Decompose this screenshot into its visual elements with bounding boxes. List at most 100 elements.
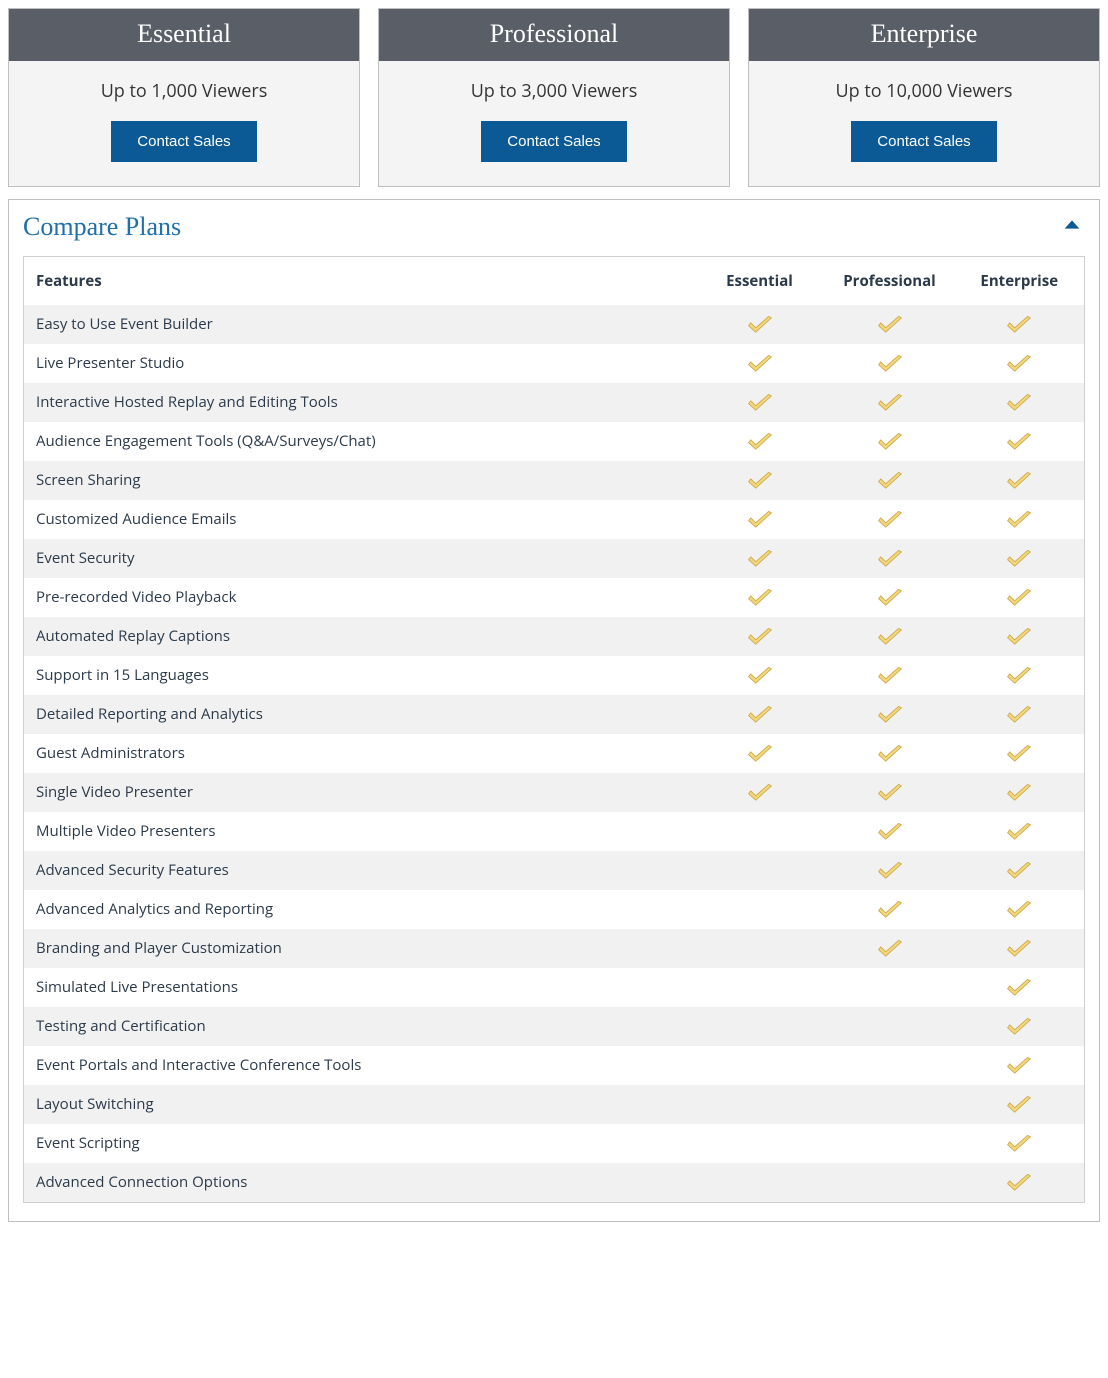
feature-cell bbox=[955, 383, 1085, 422]
check-icon bbox=[875, 432, 905, 452]
table-row: Branding and Player Customization bbox=[24, 929, 1085, 968]
feature-cell bbox=[955, 344, 1085, 383]
feature-cell bbox=[695, 578, 825, 617]
check-icon bbox=[745, 627, 775, 647]
feature-label: Event Scripting bbox=[24, 1124, 695, 1163]
table-row: Customized Audience Emails bbox=[24, 500, 1085, 539]
feature-cell bbox=[695, 344, 825, 383]
feature-cell bbox=[825, 305, 955, 344]
feature-cell bbox=[695, 734, 825, 773]
feature-cell bbox=[825, 929, 955, 968]
feature-label: Automated Replay Captions bbox=[24, 617, 695, 656]
check-icon bbox=[875, 471, 905, 491]
feature-cell bbox=[825, 1046, 955, 1085]
table-row: Interactive Hosted Replay and Editing To… bbox=[24, 383, 1085, 422]
check-icon bbox=[1004, 1095, 1034, 1115]
feature-cell bbox=[955, 305, 1085, 344]
feature-label: Branding and Player Customization bbox=[24, 929, 695, 968]
col-essential: Essential bbox=[695, 257, 825, 306]
table-row: Testing and Certification bbox=[24, 1007, 1085, 1046]
feature-cell bbox=[695, 929, 825, 968]
feature-cell bbox=[695, 1085, 825, 1124]
collapse-icon[interactable] bbox=[1061, 214, 1083, 236]
check-icon bbox=[1004, 1056, 1034, 1076]
plan-title: Professional bbox=[379, 9, 729, 61]
feature-cell bbox=[825, 812, 955, 851]
contact-sales-button[interactable]: Contact Sales bbox=[481, 121, 626, 162]
feature-cell bbox=[695, 968, 825, 1007]
contact-sales-button[interactable]: Contact Sales bbox=[851, 121, 996, 162]
check-icon bbox=[1004, 627, 1034, 647]
table-row: Automated Replay Captions bbox=[24, 617, 1085, 656]
feature-label: Pre-recorded Video Playback bbox=[24, 578, 695, 617]
check-icon bbox=[745, 588, 775, 608]
check-icon bbox=[1004, 822, 1034, 842]
check-icon bbox=[745, 783, 775, 803]
feature-cell bbox=[955, 617, 1085, 656]
check-icon bbox=[1004, 354, 1034, 374]
check-icon bbox=[875, 549, 905, 569]
feature-cell bbox=[825, 539, 955, 578]
features-table: Features Essential Professional Enterpri… bbox=[23, 256, 1085, 1203]
col-features: Features bbox=[24, 257, 695, 306]
check-icon bbox=[875, 744, 905, 764]
table-row: Event Portals and Interactive Conference… bbox=[24, 1046, 1085, 1085]
check-icon bbox=[875, 627, 905, 647]
feature-label: Screen Sharing bbox=[24, 461, 695, 500]
feature-cell bbox=[695, 1163, 825, 1202]
check-icon bbox=[875, 588, 905, 608]
feature-cell bbox=[695, 695, 825, 734]
plan-subtitle: Up to 3,000 Viewers bbox=[389, 79, 719, 103]
feature-label: Customized Audience Emails bbox=[24, 500, 695, 539]
feature-cell bbox=[825, 656, 955, 695]
check-icon bbox=[875, 666, 905, 686]
feature-label: Easy to Use Event Builder bbox=[24, 305, 695, 344]
check-icon bbox=[875, 510, 905, 530]
feature-cell bbox=[825, 500, 955, 539]
check-icon bbox=[875, 705, 905, 725]
check-icon bbox=[1004, 705, 1034, 725]
check-icon bbox=[1004, 510, 1034, 530]
table-row: Audience Engagement Tools (Q&A/Surveys/C… bbox=[24, 422, 1085, 461]
check-icon bbox=[745, 393, 775, 413]
feature-label: Advanced Security Features bbox=[24, 851, 695, 890]
feature-label: Event Security bbox=[24, 539, 695, 578]
check-icon bbox=[875, 822, 905, 842]
check-icon bbox=[1004, 783, 1034, 803]
check-icon bbox=[1004, 1017, 1034, 1037]
feature-cell bbox=[825, 617, 955, 656]
check-icon bbox=[875, 939, 905, 959]
feature-cell bbox=[955, 1007, 1085, 1046]
feature-cell bbox=[825, 344, 955, 383]
feature-label: Multiple Video Presenters bbox=[24, 812, 695, 851]
compare-title: Compare Plans bbox=[23, 212, 1085, 242]
check-icon bbox=[745, 666, 775, 686]
feature-label: Advanced Connection Options bbox=[24, 1163, 695, 1202]
feature-cell bbox=[955, 500, 1085, 539]
plan-body: Up to 3,000 Viewers Contact Sales bbox=[379, 61, 729, 186]
table-row: Guest Administrators bbox=[24, 734, 1085, 773]
feature-cell bbox=[825, 1007, 955, 1046]
feature-label: Guest Administrators bbox=[24, 734, 695, 773]
contact-sales-button[interactable]: Contact Sales bbox=[111, 121, 256, 162]
feature-cell bbox=[955, 422, 1085, 461]
feature-label: Live Presenter Studio bbox=[24, 344, 695, 383]
plan-card-professional: Professional Up to 3,000 Viewers Contact… bbox=[378, 8, 730, 187]
check-icon bbox=[875, 354, 905, 374]
check-icon bbox=[1004, 744, 1034, 764]
plan-title: Essential bbox=[9, 9, 359, 61]
plan-body: Up to 1,000 Viewers Contact Sales bbox=[9, 61, 359, 186]
feature-cell bbox=[695, 305, 825, 344]
check-icon bbox=[745, 549, 775, 569]
col-professional: Professional bbox=[825, 257, 955, 306]
feature-cell bbox=[695, 812, 825, 851]
feature-cell bbox=[955, 1085, 1085, 1124]
table-row: Event Scripting bbox=[24, 1124, 1085, 1163]
check-icon bbox=[745, 315, 775, 335]
feature-cell bbox=[955, 656, 1085, 695]
check-icon bbox=[875, 393, 905, 413]
feature-cell bbox=[955, 1046, 1085, 1085]
feature-cell bbox=[825, 773, 955, 812]
plan-card-enterprise: Enterprise Up to 10,000 Viewers Contact … bbox=[748, 8, 1100, 187]
check-icon bbox=[1004, 588, 1034, 608]
